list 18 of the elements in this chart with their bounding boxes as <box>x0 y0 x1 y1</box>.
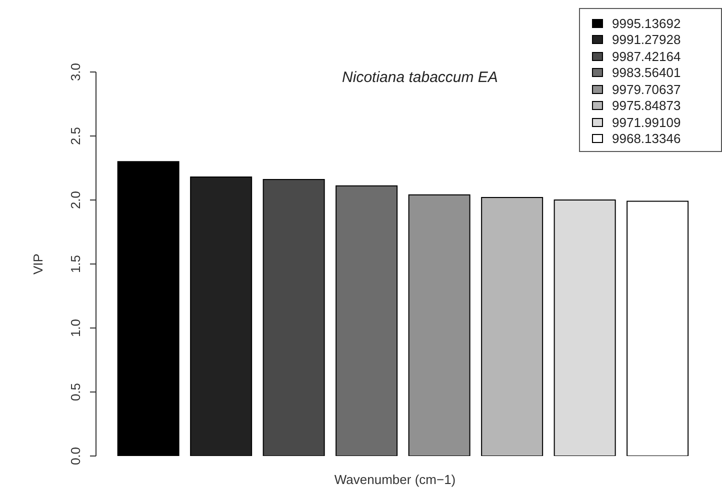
legend-label: 9987.42164 <box>612 48 681 64</box>
y-tick-label: 1.0 <box>68 318 83 338</box>
y-tick-label: 0.5 <box>68 382 83 402</box>
y-tick-label: 3.0 <box>68 62 83 82</box>
legend-label: 9979.70637 <box>612 82 681 97</box>
legend-label: 9971.99109 <box>612 114 681 130</box>
legend-label: 9995.13692 <box>612 16 681 31</box>
legend-label: 9983.56401 <box>612 65 681 80</box>
x-axis-title: Wavenumber (cm−1) <box>334 472 456 487</box>
y-axis-title: VIP <box>30 254 46 274</box>
legend-label: 9975.84873 <box>612 98 681 114</box>
legend-label: 9991.27928 <box>612 32 681 48</box>
legend-label: 9968.13346 <box>612 131 681 146</box>
y-tick-label: 1.5 <box>68 254 83 274</box>
y-tick-label: 0.0 <box>68 446 83 466</box>
chart-title: Nicotiana tabaccum EA <box>342 69 498 86</box>
y-tick-label: 2.0 <box>68 190 83 210</box>
y-tick-label: 2.5 <box>68 126 83 146</box>
